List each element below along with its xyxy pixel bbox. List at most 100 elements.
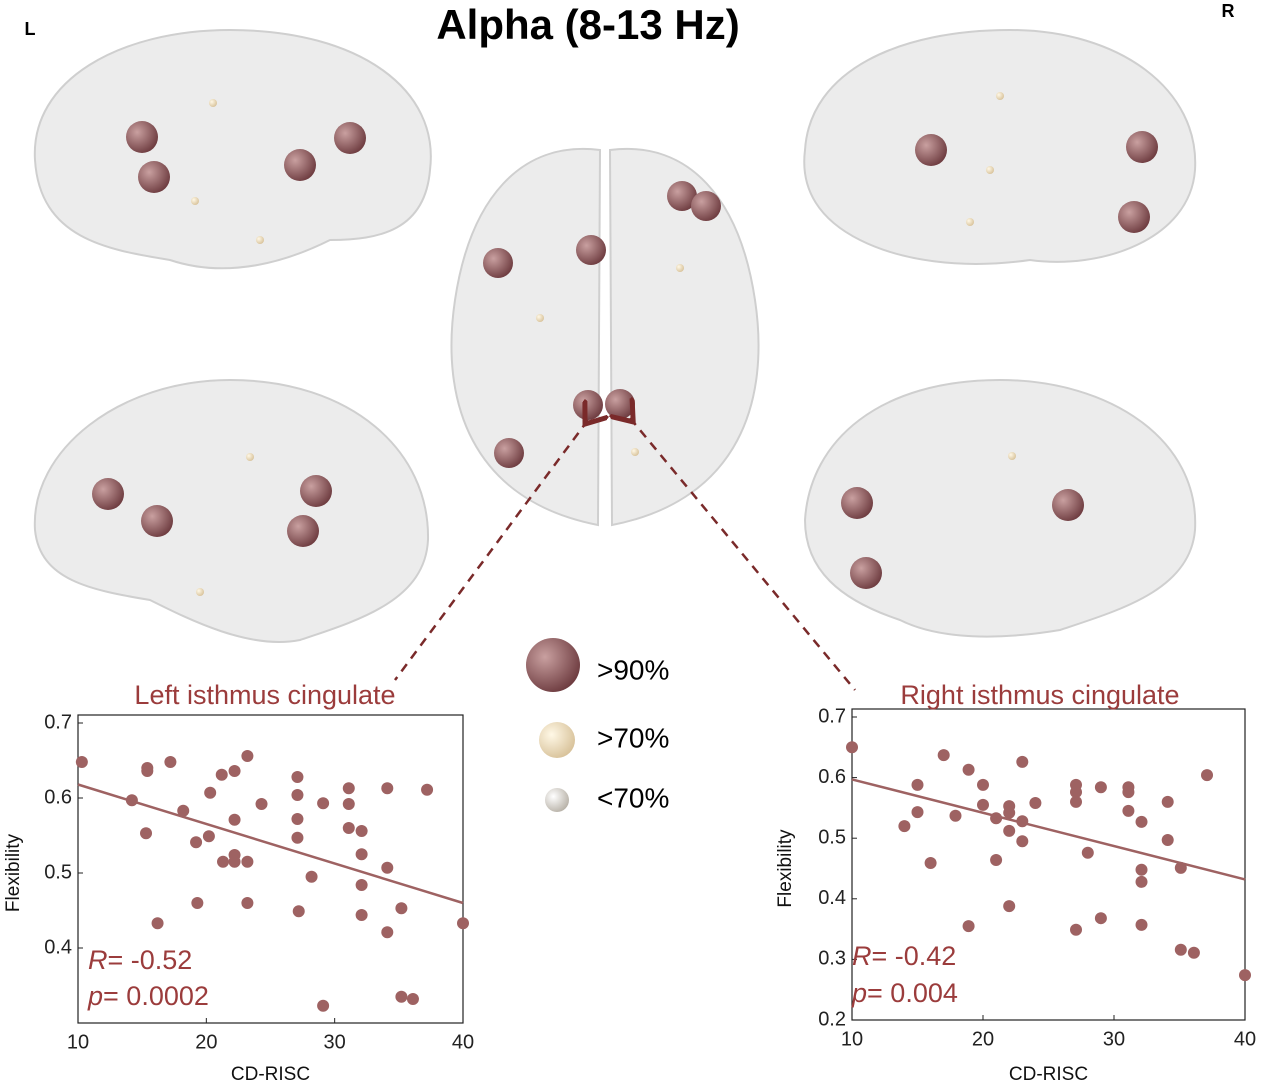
point [317,797,330,810]
y-axis-label: Flexibility [775,829,796,908]
point [355,825,368,837]
point [977,798,989,811]
x-tick-label: 30 [1103,1028,1125,1050]
stat-value: = 0.004 [867,978,958,1008]
x-tick-label: 40 [452,1031,474,1053]
point [317,999,330,1012]
point [911,806,924,819]
stat-symbol: R [88,945,108,975]
point [355,848,368,861]
point [911,778,924,791]
y-tick-label: 0.2 [818,1008,846,1030]
point [1016,835,1029,848]
point [1029,797,1042,810]
point [1135,815,1148,828]
point [406,993,419,1005]
point [395,990,408,1003]
point [1135,863,1148,876]
point [355,879,368,891]
left-label: L [25,19,36,39]
point [291,813,304,825]
plot-frame [77,714,464,1024]
x-tick-label: 20 [195,1031,217,1053]
point [141,765,154,777]
y-tick-label: 0.5 [44,861,72,883]
point [1070,923,1083,936]
point [191,897,204,909]
point [215,768,228,781]
point [228,855,241,868]
point [228,813,241,826]
point [457,917,469,930]
point [291,771,304,783]
point [292,905,305,918]
point [1122,804,1135,817]
point [1016,755,1029,768]
y-tick-label: 0.7 [44,711,72,733]
point [291,831,304,844]
point [342,782,355,795]
point [75,756,88,768]
stat-value: = 0.0002 [103,981,209,1011]
point [977,778,989,791]
plot-frame [851,708,1246,1021]
point [255,798,268,810]
point [1003,900,1016,913]
point [217,855,230,868]
chart-title: Right isthmus cingulate [900,680,1179,710]
point [1003,806,1016,819]
point [1094,781,1107,794]
point [949,809,962,822]
y-tick-label: 0.6 [44,786,72,808]
x-tick-label: 10 [67,1031,89,1053]
arrow-right [630,418,856,691]
x-axis-label: CD-RISC [231,1064,310,1085]
legend-label: >70% [597,722,669,753]
point [1094,912,1107,925]
fit-line [77,783,464,905]
x-tick-label: 30 [324,1031,346,1053]
point [395,902,408,915]
stat-symbol: p [851,978,867,1008]
brain-nodes [92,92,1158,596]
point [381,861,394,874]
point [381,782,394,795]
point [1081,846,1094,859]
point [342,822,355,834]
legend-sphere [539,722,575,758]
point [164,756,177,768]
point [924,857,937,870]
point [990,854,1003,867]
y-tick-label: 0.3 [818,948,846,970]
point [937,749,950,762]
point [1161,795,1174,808]
stat-annotation: p= 0.004 [851,978,958,1008]
point [898,820,911,833]
point [204,786,217,799]
stat-annotation: R= -0.52 [88,945,192,975]
stat-annotation: R= -0.42 [852,941,956,971]
y-axis-label: Flexibility [3,833,24,912]
point [241,897,254,909]
x-tick-label: 10 [841,1028,863,1050]
point [241,855,254,868]
point [846,741,858,754]
point [1239,969,1251,982]
point [962,920,975,933]
point [1003,824,1016,837]
y-tick-label: 0.6 [818,766,846,788]
y-tick-label: 0.7 [818,705,846,727]
point [151,917,164,930]
point [1135,875,1148,888]
y-tick-label: 0.5 [818,826,846,848]
point [228,765,241,777]
point [1174,943,1187,956]
point [1070,786,1083,799]
x-axis-label: CD-RISC [1009,1064,1088,1085]
legend-label: <70% [597,782,669,813]
point [381,926,394,939]
stat-annotation: p= 0.0002 [87,981,209,1011]
point [1122,786,1135,799]
arrow-left [393,420,588,681]
